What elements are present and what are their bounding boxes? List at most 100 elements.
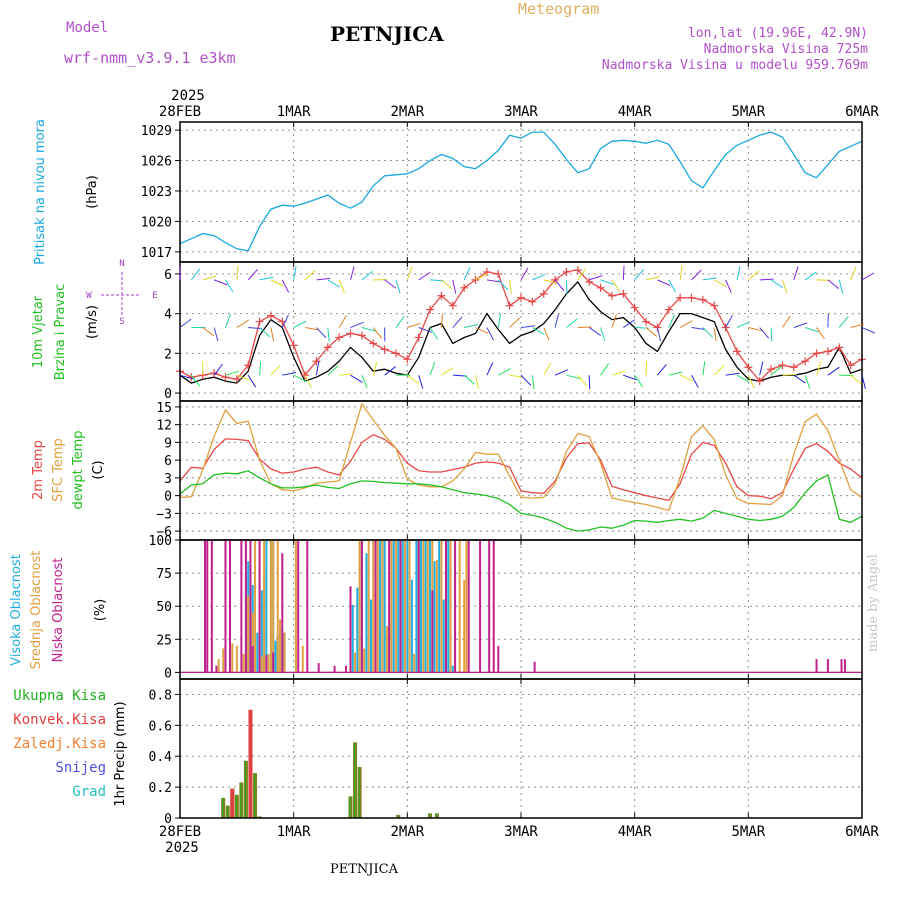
bar xyxy=(467,540,470,673)
gust-point xyxy=(573,265,582,274)
wind-barb xyxy=(577,268,587,281)
wind-barb xyxy=(554,369,569,376)
series-line xyxy=(179,280,863,384)
y-tick-label: 2 xyxy=(164,347,172,362)
wind-barb xyxy=(247,374,257,388)
panel-frame xyxy=(179,400,863,541)
bar xyxy=(381,540,384,673)
wind-barb xyxy=(623,374,637,381)
wind-barb xyxy=(270,279,284,287)
gust-point xyxy=(755,377,764,386)
wind-barb xyxy=(725,315,733,328)
wind-barb xyxy=(793,266,799,281)
gust-point xyxy=(642,317,651,326)
legend-item: Zaledj.Kisa xyxy=(13,736,106,752)
gust-point xyxy=(721,323,730,332)
bar xyxy=(272,652,275,673)
bar-edge xyxy=(354,742,356,818)
bar xyxy=(242,653,245,673)
y-tick-label: 6 xyxy=(164,268,172,283)
gust-point xyxy=(687,293,696,302)
wind-barb xyxy=(429,327,439,340)
gust-point xyxy=(380,345,389,354)
x-tick-label-top: 2MAR xyxy=(390,104,424,120)
axis-title-low-cloud: Niska Oblacnost xyxy=(51,558,66,663)
axis-title-mid-cloud: Srednja Oblacnost xyxy=(29,551,44,670)
meteogram-label: Meteogram xyxy=(518,0,600,18)
wind-barb xyxy=(213,363,223,376)
bar xyxy=(492,540,495,673)
bar xyxy=(230,788,235,818)
wind-barb xyxy=(736,266,741,280)
x-year-bottom: 2025 xyxy=(165,840,199,856)
wind-barb xyxy=(713,279,727,288)
wind-barb xyxy=(304,269,316,281)
y-tick-label: 12 xyxy=(156,419,172,434)
wind-barb xyxy=(543,279,558,284)
series-line xyxy=(179,131,863,252)
bar xyxy=(385,626,388,673)
wind-barb xyxy=(441,367,454,376)
wind-barb xyxy=(611,314,617,328)
wind-barb xyxy=(781,279,788,294)
wind-barb xyxy=(498,368,511,376)
bar-edge xyxy=(235,794,237,818)
gust-point xyxy=(335,333,344,342)
bar xyxy=(224,540,227,673)
gust-point xyxy=(312,357,321,366)
gust-point xyxy=(221,373,230,382)
wind-barb xyxy=(838,279,844,294)
wind-barb xyxy=(657,364,667,376)
bar-edge xyxy=(258,816,260,818)
gust-point xyxy=(596,283,605,292)
gust-point xyxy=(437,291,446,300)
bar xyxy=(269,540,272,673)
gust-point xyxy=(426,305,435,314)
y-tick-label: 1017 xyxy=(141,246,172,261)
wind-barb xyxy=(259,276,274,281)
bar-edge xyxy=(226,805,228,818)
wind-barb xyxy=(350,266,355,281)
bar xyxy=(344,665,347,673)
gust-point xyxy=(767,365,776,374)
bar xyxy=(260,590,263,673)
wind-barb xyxy=(304,374,312,388)
bar-edge xyxy=(240,782,242,818)
wind-barb xyxy=(259,361,262,376)
wind-barb xyxy=(566,318,578,328)
wind-barb xyxy=(532,273,546,281)
wind-barb xyxy=(656,327,662,342)
wind-barb xyxy=(759,327,770,339)
wind-barb xyxy=(702,361,706,376)
bar xyxy=(463,579,466,673)
y-tick-label: 3 xyxy=(164,472,172,487)
axis-title-sfctemp: SFC Temp xyxy=(51,438,66,502)
wind-barb xyxy=(589,275,603,281)
y-tick-label: 0 xyxy=(164,387,172,402)
bar xyxy=(417,540,420,673)
bar xyxy=(265,655,268,673)
wind-barb xyxy=(748,270,760,281)
bar xyxy=(465,540,468,673)
wind-barb xyxy=(623,319,636,328)
bar xyxy=(294,540,297,673)
wind-barb xyxy=(395,315,405,328)
y-tick-label: 0.8 xyxy=(149,688,172,703)
bar xyxy=(274,640,277,673)
bar xyxy=(229,540,232,673)
y-tick-label: 25 xyxy=(156,633,172,648)
wind-barb xyxy=(861,272,875,281)
wind-barb xyxy=(713,364,725,376)
wind-barb xyxy=(702,277,717,281)
wind-barb xyxy=(520,374,532,386)
wind-barb xyxy=(441,279,453,290)
wind-barb xyxy=(486,362,494,376)
wind-barb xyxy=(315,361,320,376)
axis-title-temp2m: 2m Temp xyxy=(31,440,46,500)
wind-barb xyxy=(224,314,231,328)
legend-item: Snijeg xyxy=(55,760,106,776)
wind-barb xyxy=(691,269,702,281)
gust-point xyxy=(414,333,423,342)
wind-barb xyxy=(282,372,297,376)
gust-point xyxy=(369,339,378,348)
